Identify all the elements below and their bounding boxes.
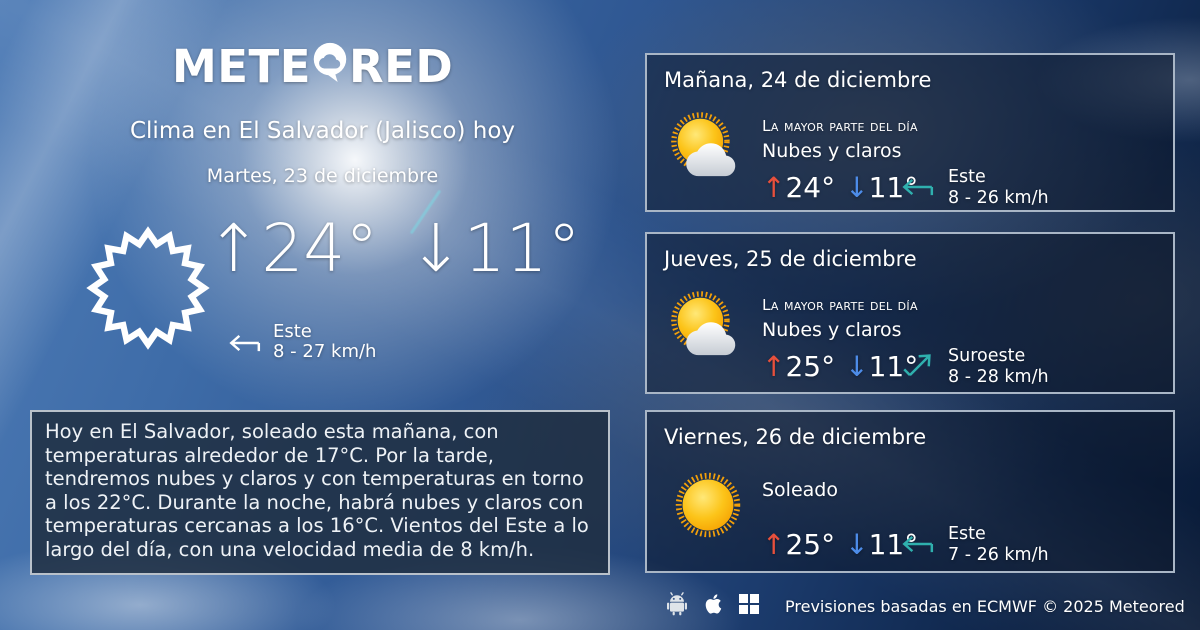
forecast-card-title: Viernes, 26 de diciembre	[664, 425, 927, 449]
wind-direction-icon	[899, 532, 939, 556]
today-temperatures: ↑24° ↓11°	[206, 216, 581, 282]
footer: Previsiones basadas en ECMWF © 2025 Mete…	[666, 591, 1185, 621]
temp-down-icon: ↓	[845, 350, 869, 383]
today-wind-direction: Este	[273, 321, 312, 342]
forecast-temp-max: ↑24°	[762, 171, 836, 204]
wind-direction-icon	[226, 331, 266, 355]
logo-text-left: METE	[172, 40, 311, 93]
condition-period-label: La mayor parte del día	[762, 117, 918, 135]
forecast-temperatures: ↑24° ↓11°	[762, 171, 918, 204]
apple-icon[interactable]	[702, 591, 725, 621]
condition-text: Soleado	[762, 479, 838, 501]
forecast-temp-max: ↑25°	[762, 528, 836, 561]
forecast-card-title: Mañana, 24 de diciembre	[664, 68, 932, 92]
forecast-card-tomorrow[interactable]: Mañana, 24 de diciembre La mayor parte d…	[645, 53, 1175, 212]
sun-cloud-icon	[669, 109, 747, 191]
forecast-wind: Este 7 - 26 km/h	[899, 524, 1049, 566]
sun-outline-icon	[86, 226, 210, 354]
sun-icon	[669, 466, 747, 548]
forecast-card-thursday[interactable]: Jueves, 25 de diciembre La mayor parte d…	[645, 232, 1175, 394]
today-temp-min: ↓11°	[408, 210, 581, 287]
forecast-wind: Suroeste 8 - 28 km/h	[899, 346, 1049, 388]
forecast-wind-direction: Este	[948, 167, 986, 187]
forecast-temp-max: ↑25°	[762, 350, 836, 383]
logo-text-right: RED	[348, 40, 454, 93]
today-temp-max: ↑24°	[206, 210, 379, 287]
forecast-wind-speed: 8 - 28 km/h	[948, 367, 1049, 387]
forecast-wind-speed: 7 - 26 km/h	[948, 545, 1049, 565]
sun-cloud-icon	[669, 288, 747, 370]
forecast-temperatures: ↑25° ↓11°	[762, 350, 919, 383]
forecast-card-title: Jueves, 25 de diciembre	[664, 247, 917, 271]
forecast-wind: Este 8 - 26 km/h	[899, 167, 1049, 209]
condition-text: Nubes y claros	[762, 319, 902, 341]
forecast-wind-direction: Suroeste	[948, 346, 1026, 366]
forecast-card-friday[interactable]: Viernes, 26 de diciembre Soleado ↑25° ↓1…	[645, 410, 1175, 573]
condition-period-label: La mayor parte del día	[762, 296, 918, 314]
temp-down-icon: ↓	[845, 528, 869, 561]
today-wind: Este 8 - 27 km/h	[226, 322, 376, 362]
attribution-text: Previsiones basadas en ECMWF © 2025 Mete…	[785, 596, 1185, 616]
wind-direction-icon	[899, 175, 939, 199]
today-wind-speed: 8 - 27 km/h	[273, 341, 377, 362]
forecast-temperatures: ↑25° ↓11°	[762, 528, 918, 561]
page-title: Clima en El Salvador (Jalisco) hoy	[129, 118, 516, 144]
windows-icon[interactable]	[739, 594, 759, 618]
temp-down-icon: ↓	[845, 171, 869, 204]
logo-bubble-cloud-icon	[311, 38, 349, 95]
forecast-wind-speed: 8 - 26 km/h	[948, 188, 1049, 208]
meteored-logo[interactable]: METE RED	[172, 38, 453, 95]
temp-up-icon: ↑	[762, 528, 786, 561]
weather-summary: Hoy en El Salvador, soleado esta mañana,…	[30, 410, 610, 575]
forecast-temp-min: ↓11°	[845, 350, 919, 383]
current-date: Martes, 23 de diciembre	[206, 165, 439, 187]
temp-up-icon: ↑	[762, 350, 786, 383]
temp-up-icon: ↑	[206, 210, 262, 287]
temp-down-icon: ↓	[408, 210, 464, 287]
temp-up-icon: ↑	[762, 171, 786, 204]
wind-direction-icon	[899, 354, 939, 378]
condition-text: Nubes y claros	[762, 140, 902, 162]
forecast-wind-direction: Este	[948, 524, 986, 544]
android-icon[interactable]	[666, 592, 688, 620]
